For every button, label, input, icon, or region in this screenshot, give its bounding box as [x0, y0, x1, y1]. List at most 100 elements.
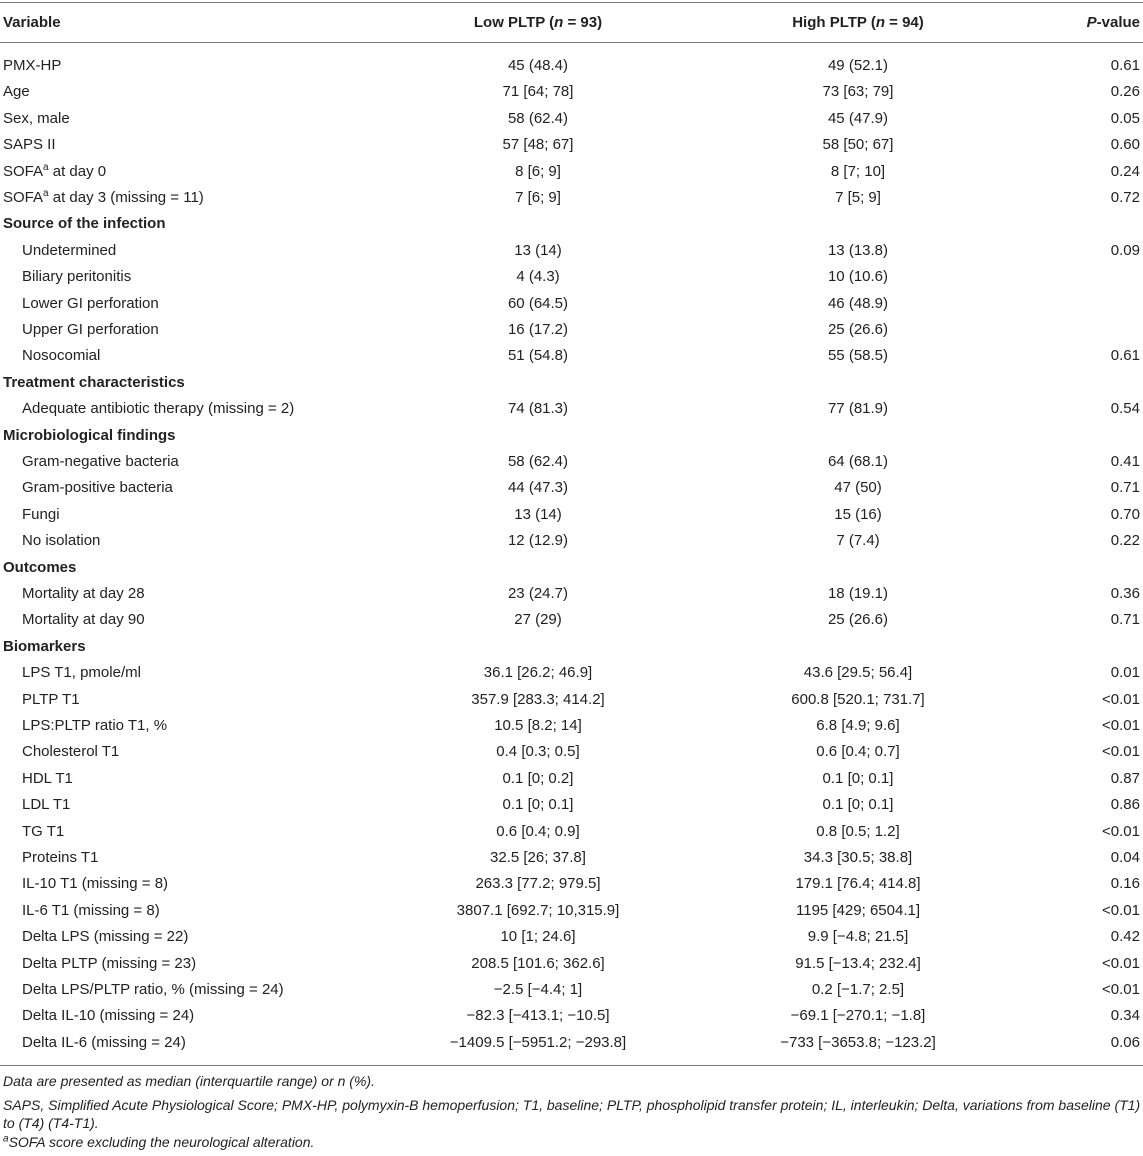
cell-value: 13 (14) [514, 505, 562, 523]
table-row: HDL T1 0.1 [0; 0.2] 0.1 [0; 0.1] 0.87 [0, 766, 1143, 792]
row-label: Mortality at day 90 [22, 611, 145, 629]
table-row: Gram-negative bacteria 58 (62.4) 64 (68.1)… [0, 449, 1143, 475]
cell-value: 0.86 [1110, 796, 1140, 814]
header-text: High PLTP ( [792, 14, 876, 31]
cell-value: 7 (7.4) [836, 532, 880, 550]
table-row: IL-6 T1 (missing = 8) 3807.1 [692.7; 10,3… [0, 898, 1143, 924]
cell-value: 0.8 [0.5; 1.2] [816, 822, 900, 840]
cell-value: <0.01 [1102, 690, 1140, 708]
cell-value: 73 [63; 79] [822, 83, 894, 101]
table-row: Mortality at day 90 27 (29) 25 (26.6) 0.71 [0, 607, 1143, 633]
cell-value: 8 [6; 9] [515, 162, 561, 180]
cell-value: 0.04 [1110, 849, 1140, 866]
cell-value: 0.05 [1110, 109, 1140, 127]
rule [0, 42, 1143, 43]
cell-value: 0.36 [1110, 585, 1140, 602]
header-cell: High PLTP (n = 94) [718, 8, 998, 38]
cell-value: 25 (26.6) [827, 321, 889, 338]
row-label: LPS T1, pmole/ml [22, 664, 141, 682]
table-row: LPS T1, pmole/ml 36.1 [26.2; 46.9] 43.6 [2… [0, 660, 1143, 686]
cell-value: 74 (81.3) [507, 400, 569, 418]
table-row: SAPS II 57 [48; 67] 58 [50; 67] 0.60 [0, 132, 1143, 158]
footnote: aSOFA score excluding the neurological a… [3, 1133, 1141, 1152]
cell-value: 10 (10.6) [827, 268, 889, 286]
section-title: Biomarkers [3, 637, 86, 655]
cell-value: 0.1 [0; 0.1] [822, 796, 894, 814]
row-label: Delta PLTP (missing = 23) [22, 954, 197, 972]
cell-value: 3807.1 [692.7; 10,315.9] [456, 901, 620, 919]
table-row: LDL T1 0.1 [0; 0.1] 0.1 [0; 0.1] 0.86 [0, 792, 1143, 818]
cell-value: 0.71 [1110, 479, 1140, 497]
table-row: TG T1 0.6 [0.4; 0.9] 0.8 [0.5; 1.2] <0.01 [0, 819, 1143, 845]
cell-value: 8 [7; 10] [830, 162, 886, 180]
cell-value: 45 (47.9) [827, 109, 889, 127]
cell-value: −733 [−3653.8; −123.2] [780, 1033, 936, 1051]
cell-value: 0.41 [1110, 453, 1140, 470]
cell-value: 0.26 [1110, 83, 1140, 101]
table-row: Adequate antibiotic therapy (missing = 2… [0, 396, 1143, 422]
row-label: LDL T1 [22, 796, 71, 814]
header-text: n [875, 14, 885, 31]
row-label: HDL T1 [22, 769, 73, 787]
section-title: Microbiological findings [3, 426, 176, 444]
label-text: at day 3 (missing = 11) [48, 189, 204, 206]
footnote-mark: a [43, 161, 49, 173]
cell-value: 49 (52.1) [827, 57, 889, 74]
row-label: TG T1 [22, 822, 65, 840]
cell-value: 25 (26.6) [827, 611, 889, 629]
row-label: Nosocomial [22, 347, 101, 365]
table-row: Proteins T1 32.5 [26; 37.8] 34.3 [30.5; 38… [0, 845, 1143, 871]
row-label: Delta IL-10 (missing = 24) [22, 1007, 195, 1025]
header-text: = 94) [885, 14, 924, 31]
row-label: Undetermined [22, 241, 117, 259]
row-label: Gram-positive bacteria [22, 479, 173, 497]
cell-value: 57 [48; 67] [502, 136, 574, 154]
table-row: Age 71 [64; 78] 73 [63; 79] 0.26 [0, 79, 1143, 105]
table-row: No isolation 12 (12.9) 7 (7.4) 0.22 [0, 528, 1143, 554]
cell-value: 7 [5; 9] [835, 189, 881, 206]
cell-value: 23 (24.7) [507, 585, 569, 602]
table-row: Sex, male 58 (62.4) 45 (47.9) 0.05 [0, 106, 1143, 132]
table-row: Mortality at day 28 23 (24.7) 18 (19.1) 0.3… [0, 581, 1143, 607]
table-row: Biliary peritonitis 4 (4.3) 10 (10.6) [0, 264, 1143, 290]
cell-value: <0.01 [1102, 981, 1140, 998]
cell-value: 0.6 [0.4; 0.9] [496, 822, 580, 840]
cell-value: 0.6 [0.4; 0.7] [816, 743, 900, 761]
cell-value: 1195 [429; 6504.1] [796, 901, 920, 919]
row-label: Biliary peritonitis [22, 268, 132, 286]
cell-value: 34.3 [30.5; 38.8] [803, 849, 913, 866]
table-row: Lower GI perforation 60 (64.5) 46 (48.9) [0, 291, 1143, 317]
cell-value: 0.54 [1110, 400, 1140, 418]
footnote-text: SOFA score excluding the neurological al… [8, 1133, 315, 1150]
footnote: SAPS, Simplified Acute Physiological Sco… [3, 1096, 1141, 1132]
row-label: Delta LPS (missing = 22) [22, 928, 189, 946]
cell-value: 0.42 [1110, 928, 1140, 946]
table-row: Gram-positive bacteria 44 (47.3) 47 (50) 0.… [0, 475, 1143, 501]
footnote: Data are presented as median (interquart… [3, 1073, 375, 1089]
section-title: Source of the infection [3, 215, 166, 233]
cell-value: 0.16 [1110, 875, 1140, 893]
cell-value: 0.06 [1110, 1033, 1140, 1051]
header-cell: Variable [3, 14, 61, 31]
cell-value: 0.87 [1110, 769, 1140, 787]
cell-value: 179.1 [76.4; 414.8] [795, 875, 921, 893]
row-label: Gram-negative bacteria [22, 453, 179, 470]
cell-value: 71 [64; 78] [502, 83, 574, 101]
row-label: Sex, male [3, 109, 70, 127]
cell-value: 58 (62.4) [507, 109, 569, 127]
header-text: Low PLTP ( [473, 14, 555, 31]
table-row: Delta LPS (missing = 22) 10 [1; 24.6] 9.9 … [0, 924, 1143, 950]
cell-value: 45 (48.4) [507, 57, 569, 74]
cell-value: 0.72 [1110, 189, 1140, 206]
cell-value: 208.5 [101.6; 362.6] [471, 954, 605, 972]
rule [0, 1065, 1143, 1067]
header-text: = 93) [563, 14, 603, 31]
row-label: Adequate antibiotic therapy (missing = 2… [22, 400, 295, 418]
row-label: Delta LPS/PLTP ratio, % (missing = 24) [22, 981, 284, 998]
cell-value: 0.61 [1110, 57, 1140, 74]
label-text: SOFA [3, 162, 44, 180]
table-row: Delta IL-10 (missing = 24) −82.3 [−413.1;… [0, 1003, 1143, 1029]
table-row: Delta LPS/PLTP ratio, % (missing = 24) −2… [0, 977, 1143, 1003]
cell-value: 64 (68.1) [827, 453, 889, 470]
